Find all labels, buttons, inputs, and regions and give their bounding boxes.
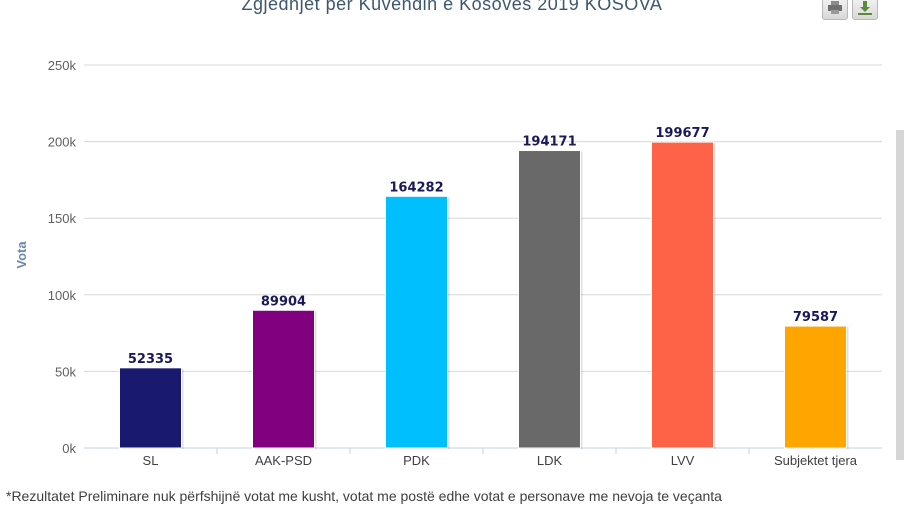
y-tick-label: 150k [48,211,77,226]
export-button[interactable] [852,0,878,20]
gridlines [84,64,882,454]
data-label: 194171 [522,135,576,150]
scrollbar[interactable] [896,130,904,460]
x-category-label: LDK [537,453,563,468]
data-label: 164282 [389,180,443,195]
x-category-label: LVV [671,453,695,468]
y-tick-label: 250k [48,58,77,73]
y-axis-title: Vota [14,241,29,269]
footnote: *Rezultatet Preliminare nuk përfshijnë v… [6,488,722,504]
bar-lvv[interactable] [651,141,714,449]
bar-subjektet-tjera[interactable] [784,325,847,449]
x-category-label: AAK-PSD [255,453,312,468]
x-category-label: SL [143,453,159,468]
bar-pdk[interactable] [385,195,448,449]
data-label: 52335 [128,352,173,367]
data-labels: 52335 89904 164282 194171 199677 79587 [128,126,838,367]
bar-ldk[interactable] [518,150,581,449]
y-tick-label: 0k [62,441,76,456]
bar-sl[interactable] [119,367,182,449]
x-axis-categories: SL AAK-PSD PDK LDK LVV Subjektet tjera [143,453,858,468]
x-category-label: Subjektet tjera [774,453,858,468]
x-category-label: PDK [403,453,430,468]
bars [119,141,849,449]
data-label: 199677 [655,126,709,141]
bar-aak-psd[interactable] [252,309,315,449]
y-axis-ticks: 0k 50k 100k 150k 200k 250k [48,58,77,456]
y-tick-label: 100k [48,288,77,303]
printer-icon [828,1,842,14]
download-icon [858,1,872,15]
y-tick-label: 50k [55,364,76,379]
y-tick-label: 200k [48,135,77,150]
data-label: 89904 [261,294,306,309]
print-button[interactable] [822,0,848,20]
chart-title: Zgjedhjet për Kuvendin e Kosovës 2019 KO… [241,0,663,14]
data-label: 79587 [793,310,838,325]
